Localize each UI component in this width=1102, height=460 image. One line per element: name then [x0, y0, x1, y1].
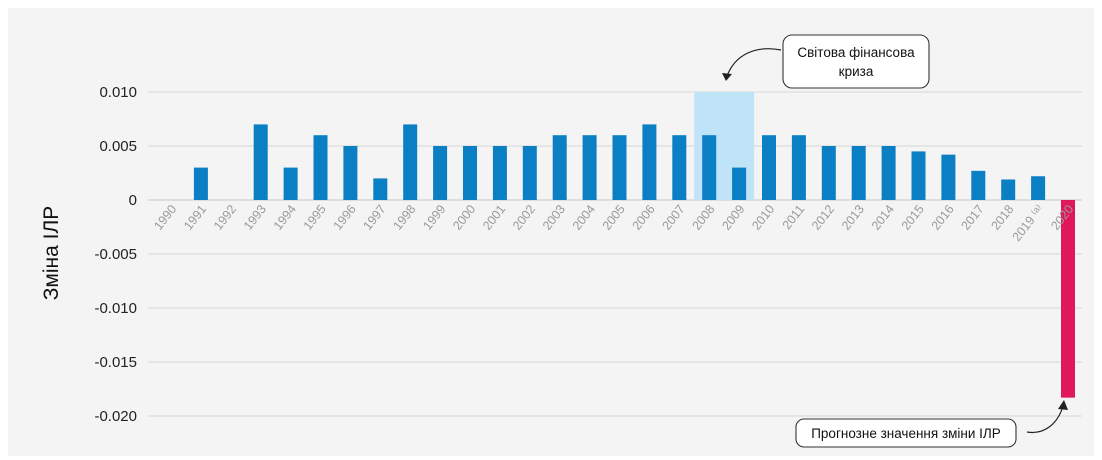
y-tick-label: -0.010 [94, 300, 137, 317]
crisis-annotation-box [782, 34, 930, 89]
x-tick-label: 2013 [839, 202, 867, 233]
x-tick-label: 2001 [480, 202, 508, 233]
forecast-annotation-box [795, 418, 1017, 448]
x-tick-label: 2015 [899, 202, 927, 233]
x-tick-label: 2008 [689, 202, 717, 233]
x-tick-label: 2007 [660, 202, 688, 233]
x-tick-label: 1994 [271, 202, 299, 233]
x-tick-label: 1998 [390, 202, 418, 233]
bars [193, 124, 1075, 398]
bar-2013 [851, 146, 866, 200]
y-tick-label: -0.020 [94, 408, 137, 425]
forecast-annotation: Прогнозне значення зміни ІЛР [795, 400, 1068, 448]
forecast-annotation-text: Прогнозне значення зміни ІЛР [811, 426, 1001, 441]
bar-2019 [1031, 176, 1046, 200]
bar-2002 [522, 146, 537, 200]
x-tick-label: 1997 [361, 202, 389, 233]
x-tick-label: 2006 [630, 202, 658, 233]
bar-1999 [433, 146, 448, 200]
crisis-annotation-arrow [726, 48, 782, 77]
y-tick-label: -0.005 [94, 246, 137, 263]
x-tick-label: 2012 [809, 202, 837, 233]
x-tick-label: 2018 [988, 202, 1016, 233]
bar-2005 [612, 135, 627, 200]
x-tick-label: 1995 [301, 202, 329, 233]
bar-2010 [762, 135, 776, 200]
bar-2007 [672, 135, 687, 200]
x-tick-label: 2003 [540, 202, 568, 233]
bar-2011 [791, 135, 806, 200]
crisis-annotation-arrowhead [722, 73, 732, 81]
x-tick-label: 2014 [869, 202, 897, 233]
bar-1996 [343, 146, 358, 200]
bar-1993 [253, 124, 268, 200]
bar-2009 [732, 167, 747, 200]
x-tick-label: 2002 [510, 202, 538, 233]
x-tick-label: 2019 ⁽ᵃ⁾ [1010, 202, 1047, 244]
bar-2014 [881, 146, 896, 200]
x-tick-label: 1999 [420, 202, 448, 233]
bar-2017 [971, 170, 986, 200]
bar-2006 [642, 124, 657, 200]
bar-2018 [1001, 179, 1016, 200]
bar-1991 [193, 167, 208, 200]
y-tick-label: -0.015 [94, 354, 137, 371]
bar-1994 [283, 167, 298, 200]
x-tick-label: 1990 [151, 202, 179, 233]
bar-2016 [941, 154, 956, 200]
x-tick-label: 1996 [331, 202, 359, 233]
x-tick-label: 2017 [959, 202, 987, 233]
crisis-annotation: Світова фінансова криза [722, 34, 930, 89]
y-tick-label: 0 [129, 192, 137, 209]
x-tick-label: 2016 [929, 202, 957, 233]
y-tick-label: 0.010 [99, 84, 137, 101]
crisis-annotation-line-2: криза [839, 64, 874, 79]
x-tick-label: 1991 [181, 202, 209, 233]
y-tick-label: 0.005 [99, 138, 137, 155]
x-tick-label: 2011 [780, 202, 808, 232]
forecast-annotation-arrow [1026, 405, 1064, 434]
bar-2000 [463, 146, 477, 200]
x-tick-label: 2010 [749, 202, 777, 233]
x-tick-label: 2005 [600, 202, 628, 233]
forecast-bar-2020 [1061, 200, 1075, 398]
y-axis-label: Зміна ІЛР [40, 206, 63, 301]
bar-1998 [403, 124, 418, 200]
bar-1997 [373, 178, 388, 200]
x-tick-label: 2004 [570, 202, 598, 233]
x-axis-ticks: 1990 1991 1992 1993 1994 1995 1996 1997 1998 1999… [151, 202, 1076, 244]
bar-2012 [821, 146, 836, 200]
crisis-annotation-line-1: Світова фінансова [797, 45, 915, 60]
bar-2008 [702, 135, 717, 200]
bar-2001 [492, 146, 507, 200]
bar-2015 [911, 151, 926, 200]
x-tick-label: 1992 [211, 202, 239, 233]
x-tick-label: 2009 [719, 202, 747, 233]
bar-2003 [552, 135, 567, 200]
bar-2004 [582, 135, 597, 200]
bar-1995 [313, 135, 328, 200]
x-tick-label: 2000 [450, 202, 478, 233]
forecast-annotation-arrowhead [1058, 400, 1068, 410]
x-tick-label: 1993 [241, 202, 269, 233]
y-axis-ticks: 0.010 0.005 0 -0.005 -0.010 -0.015 -0.020 [94, 84, 137, 425]
